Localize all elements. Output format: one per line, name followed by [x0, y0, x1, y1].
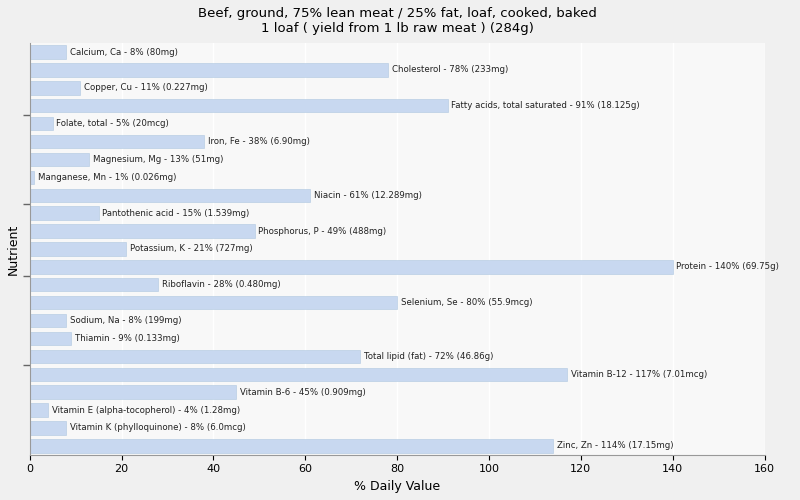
Title: Beef, ground, 75% lean meat / 25% fat, loaf, cooked, baked
1 loaf ( yield from 1: Beef, ground, 75% lean meat / 25% fat, l… [198, 7, 597, 35]
Bar [30, 81, 80, 94]
Bar [30, 386, 236, 399]
Text: Protein - 140% (69.75g): Protein - 140% (69.75g) [676, 262, 779, 272]
Text: Potassium, K - 21% (727mg): Potassium, K - 21% (727mg) [130, 244, 253, 254]
Bar [30, 242, 126, 256]
Text: Fatty acids, total saturated - 91% (18.125g): Fatty acids, total saturated - 91% (18.1… [451, 101, 640, 110]
Bar [30, 368, 567, 381]
Text: Folate, total - 5% (20mcg): Folate, total - 5% (20mcg) [56, 119, 169, 128]
Bar [30, 117, 53, 130]
Bar [30, 188, 310, 202]
Text: Vitamin B-6 - 45% (0.909mg): Vitamin B-6 - 45% (0.909mg) [240, 388, 366, 396]
Bar [30, 278, 158, 291]
Bar [30, 260, 673, 274]
Bar [30, 224, 254, 237]
Bar [30, 170, 34, 184]
Bar [30, 135, 204, 148]
Bar [30, 152, 90, 166]
Text: Niacin - 61% (12.289mg): Niacin - 61% (12.289mg) [314, 190, 422, 200]
Bar [30, 314, 66, 327]
Text: Riboflavin - 28% (0.480mg): Riboflavin - 28% (0.480mg) [162, 280, 281, 289]
Bar [30, 206, 98, 220]
Text: Zinc, Zn - 114% (17.15mg): Zinc, Zn - 114% (17.15mg) [557, 442, 674, 450]
Bar [30, 63, 388, 76]
Text: Total lipid (fat) - 72% (46.86g): Total lipid (fat) - 72% (46.86g) [364, 352, 494, 361]
Bar [30, 99, 448, 112]
Bar [30, 421, 66, 434]
Text: Magnesium, Mg - 13% (51mg): Magnesium, Mg - 13% (51mg) [93, 155, 223, 164]
Bar [30, 439, 554, 452]
Text: Sodium, Na - 8% (199mg): Sodium, Na - 8% (199mg) [70, 316, 182, 325]
Text: Phosphorus, P - 49% (488mg): Phosphorus, P - 49% (488mg) [258, 226, 386, 235]
Text: Iron, Fe - 38% (6.90mg): Iron, Fe - 38% (6.90mg) [208, 137, 310, 146]
Text: Cholesterol - 78% (233mg): Cholesterol - 78% (233mg) [392, 66, 508, 74]
Y-axis label: Nutrient: Nutrient [7, 224, 20, 274]
Text: Manganese, Mn - 1% (0.026mg): Manganese, Mn - 1% (0.026mg) [38, 173, 176, 182]
Text: Pantothenic acid - 15% (1.539mg): Pantothenic acid - 15% (1.539mg) [102, 208, 250, 218]
Bar [30, 296, 397, 310]
Text: Copper, Cu - 11% (0.227mg): Copper, Cu - 11% (0.227mg) [84, 84, 208, 92]
Text: Calcium, Ca - 8% (80mg): Calcium, Ca - 8% (80mg) [70, 48, 178, 56]
Bar [30, 350, 360, 363]
Bar [30, 404, 48, 416]
Text: Vitamin B-12 - 117% (7.01mcg): Vitamin B-12 - 117% (7.01mcg) [570, 370, 707, 378]
Text: Vitamin K (phylloquinone) - 8% (6.0mcg): Vitamin K (phylloquinone) - 8% (6.0mcg) [70, 424, 246, 432]
Text: Selenium, Se - 80% (55.9mcg): Selenium, Se - 80% (55.9mcg) [401, 298, 532, 307]
Text: Vitamin E (alpha-tocopherol) - 4% (1.28mg): Vitamin E (alpha-tocopherol) - 4% (1.28m… [52, 406, 240, 414]
Bar [30, 332, 71, 345]
Bar [30, 46, 66, 59]
X-axis label: % Daily Value: % Daily Value [354, 480, 440, 493]
Text: Thiamin - 9% (0.133mg): Thiamin - 9% (0.133mg) [74, 334, 179, 343]
